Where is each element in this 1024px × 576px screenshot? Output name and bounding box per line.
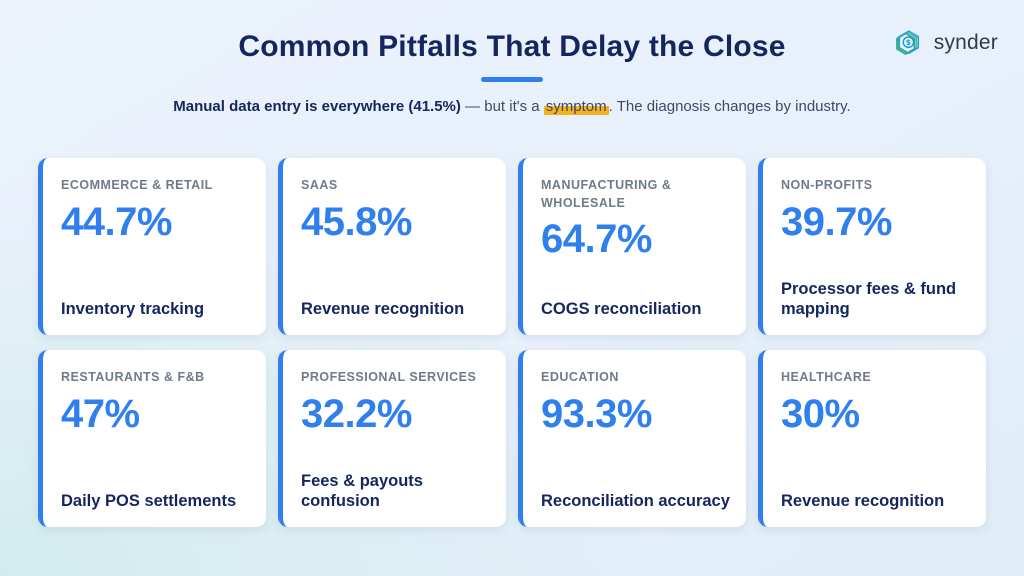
logo-wordmark: synder bbox=[933, 31, 998, 54]
card-percentage-value: 64.7% bbox=[541, 217, 652, 261]
card-percentage-value: 45.8% bbox=[301, 199, 412, 244]
card-pitfall-caption: COGS reconciliation bbox=[541, 300, 702, 319]
card-industry-label: SAAS bbox=[301, 178, 338, 192]
subtitle-highlight: symptom bbox=[543, 98, 609, 115]
card-percentage-value: 44.7% bbox=[61, 199, 172, 244]
stat-card-non-profits: NON-PROFITS 39.7% Processor fees & fund … bbox=[758, 158, 986, 335]
card-percentage-value: 93.3% bbox=[541, 391, 652, 436]
card-pitfall-caption: Daily POS settlements bbox=[61, 492, 237, 511]
card-industry-label: PROFESSIONAL SERVICES bbox=[301, 370, 477, 384]
stat-card-ecommerce-retail: ECOMMERCE & RETAIL 44.7% Inventory track… bbox=[38, 158, 266, 335]
card-percentage-value: 39.7% bbox=[781, 199, 892, 244]
card-percentage-value: 30% bbox=[781, 391, 860, 436]
synder-logo: $ synder bbox=[889, 24, 998, 62]
stat-card-grid: ECOMMERCE & RETAIL 44.7% Inventory track… bbox=[38, 158, 986, 527]
svg-text:$: $ bbox=[906, 38, 911, 47]
card-percentage-value: 32.2% bbox=[301, 391, 412, 436]
card-percentage-value: 47% bbox=[61, 391, 140, 436]
card-pitfall-caption: Processor fees & fund mapping bbox=[781, 279, 957, 319]
stat-card-restaurants-fb: RESTAURANTS & F&B 47% Daily POS settleme… bbox=[38, 350, 266, 527]
card-industry-label: EDUCATION bbox=[541, 370, 619, 384]
title-accent-bar bbox=[481, 77, 543, 82]
card-pitfall-caption: Reconciliation accuracy bbox=[541, 492, 730, 511]
subtitle-mid: — but it's a bbox=[460, 98, 544, 115]
header: Common Pitfalls That Delay the Close Man… bbox=[0, 0, 1024, 118]
card-industry-label: MANUFACTURING & WHOLESALE bbox=[541, 178, 672, 210]
subtitle-lead: Manual data entry is everywhere (41.5%) bbox=[173, 98, 461, 115]
card-industry-label: RESTAURANTS & F&B bbox=[61, 370, 205, 384]
card-pitfall-caption: Revenue recognition bbox=[301, 300, 465, 319]
stat-card-professional-services: PROFESSIONAL SERVICES 32.2% Fees & payou… bbox=[278, 350, 506, 527]
card-pitfall-caption: Fees & payouts confusion bbox=[301, 471, 423, 511]
card-industry-label: HEALTHCARE bbox=[781, 370, 872, 384]
card-industry-label: ECOMMERCE & RETAIL bbox=[61, 178, 213, 192]
page-title: Common Pitfalls That Delay the Close bbox=[238, 30, 786, 63]
card-pitfall-caption: Revenue recognition bbox=[781, 492, 945, 511]
card-industry-label: NON-PROFITS bbox=[781, 178, 873, 192]
stat-card-manufacturing-wholesale: MANUFACTURING & WHOLESALE 64.7% COGS rec… bbox=[518, 158, 746, 335]
subtitle: Manual data entry is everywhere (41.5%) … bbox=[167, 95, 857, 118]
stat-card-healthcare: HEALTHCARE 30% Revenue recognition bbox=[758, 350, 986, 527]
subtitle-tail: . The diagnosis changes by industry. bbox=[608, 98, 851, 115]
card-pitfall-caption: Inventory tracking bbox=[61, 300, 205, 319]
stat-card-saas: SAAS 45.8% Revenue recognition bbox=[278, 158, 506, 335]
synder-hexagon-dollar-icon: $ bbox=[889, 24, 927, 62]
stat-card-education: EDUCATION 93.3% Reconciliation accuracy bbox=[518, 350, 746, 527]
